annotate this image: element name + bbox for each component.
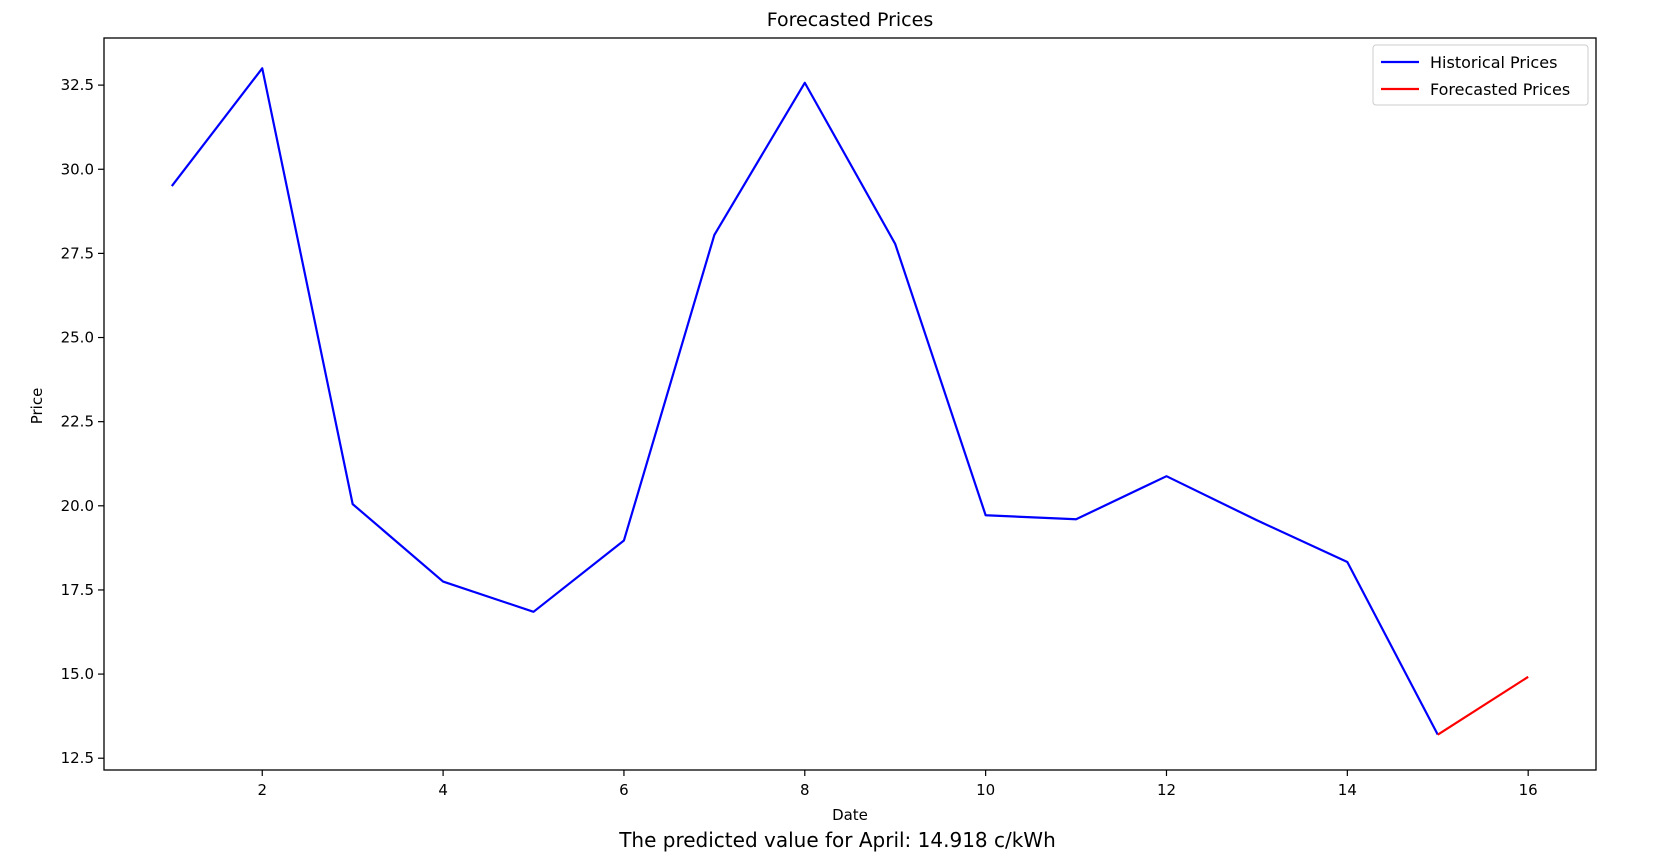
y-tick-label: 32.5 [61, 76, 94, 94]
x-tick-label: 4 [438, 781, 448, 799]
series-line-forecasted-prices [1437, 675, 1529, 736]
y-tick-label: 20.0 [61, 497, 94, 515]
x-tick-label: 8 [800, 781, 810, 799]
x-tick-label: 12 [1157, 781, 1176, 799]
y-tick-label: 27.5 [61, 244, 94, 262]
y-tick-label: 25.0 [61, 329, 94, 347]
y-tick-label: 17.5 [61, 581, 94, 599]
x-tick-label: 14 [1338, 781, 1357, 799]
y-axis-label: Price [28, 388, 46, 425]
legend-entry: Forecasted Prices [1430, 80, 1570, 99]
x-axis-label: Date [832, 806, 868, 824]
x-tick-label: 6 [619, 781, 629, 799]
x-tick-label: 10 [976, 781, 995, 799]
x-tick-label: 2 [257, 781, 267, 799]
legend-entry: Historical Prices [1430, 53, 1557, 72]
x-tick-label: 16 [1519, 781, 1538, 799]
legend: Historical Prices Forecasted Prices [1372, 44, 1589, 106]
y-tick-label: 22.5 [61, 413, 94, 431]
y-tick-label: 15.0 [61, 665, 94, 683]
chart-title: Forecasted Prices [767, 9, 933, 31]
series-line-historical-prices [170, 67, 1439, 736]
prediction-caption: The predicted value for April: 14.918 c/… [619, 828, 1056, 852]
y-tick-label: 12.5 [61, 749, 94, 767]
plot-frame [103, 37, 1597, 771]
y-tick-label: 30.0 [61, 160, 94, 178]
legend-box [1372, 44, 1589, 106]
